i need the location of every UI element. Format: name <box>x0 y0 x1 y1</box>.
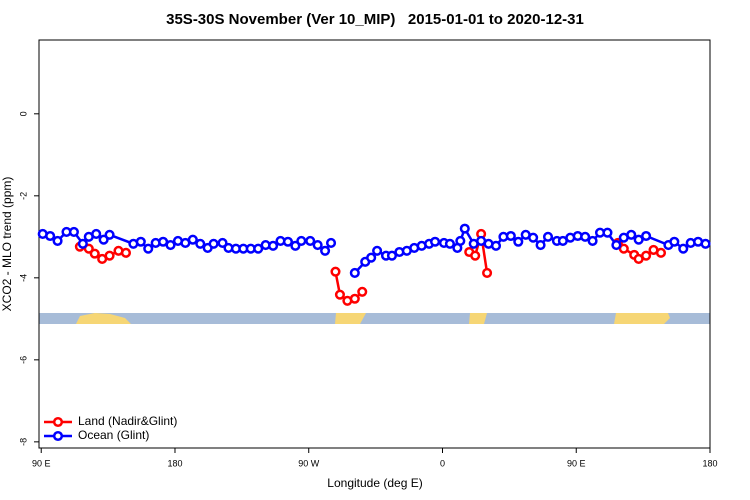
data-point <box>641 230 652 242</box>
data-point <box>669 236 680 247</box>
data-point <box>253 243 264 254</box>
x-axis-label: Longitude (deg E) <box>327 476 422 490</box>
data-point <box>349 267 360 278</box>
data-point <box>611 239 622 251</box>
data-point <box>330 266 341 277</box>
data-point <box>535 239 546 251</box>
y-tick-label: -8 <box>18 438 28 446</box>
data-point <box>120 247 131 258</box>
legend-marker <box>52 416 64 428</box>
data-point <box>143 243 154 254</box>
y-tick-label: 0 <box>18 111 28 116</box>
data-point <box>528 232 539 243</box>
data-point <box>320 245 331 256</box>
x-tick-label: 90 W <box>298 458 320 468</box>
data-point <box>104 250 115 261</box>
data-point <box>470 250 481 261</box>
data-point <box>626 229 637 240</box>
y-tick-label: -6 <box>18 356 28 364</box>
data-point <box>68 226 79 237</box>
data-point <box>602 227 613 238</box>
data-point <box>268 240 279 251</box>
land-ocean-strip <box>39 313 710 324</box>
data-point <box>305 235 316 246</box>
data-point <box>490 240 502 251</box>
data-point <box>542 231 554 242</box>
data-point <box>482 267 493 278</box>
x-tick-label: 90 E <box>32 458 51 468</box>
data-point <box>77 238 88 249</box>
data-point <box>444 238 455 249</box>
data-point <box>165 239 176 251</box>
data-point <box>430 236 441 247</box>
data-point <box>580 231 591 242</box>
data-point <box>349 293 360 304</box>
data-point <box>334 289 345 300</box>
data-point <box>386 250 398 261</box>
data-point <box>52 235 63 246</box>
data-point <box>357 286 368 297</box>
y-tick-label: -4 <box>18 274 28 282</box>
data-point <box>208 238 219 249</box>
legend-label: Land (Nadir&Glint) <box>78 414 177 428</box>
data-point <box>655 247 667 258</box>
data-point <box>104 229 115 240</box>
data-point <box>325 237 337 249</box>
data-point <box>513 236 524 247</box>
data-point <box>312 239 323 251</box>
y-axis-label: XCO2 - MLO trend (ppm) <box>0 177 14 312</box>
data-point <box>618 243 629 254</box>
data-point <box>195 238 206 249</box>
x-tick-label: 0 <box>440 458 445 468</box>
legend-label: Ocean (Glint) <box>78 428 149 442</box>
y-tick-label: -2 <box>18 192 28 200</box>
x-tick-label: 180 <box>167 458 182 468</box>
chart-title: 35S-30S November (Ver 10_MIP) 2015-01-01… <box>166 11 584 28</box>
data-point <box>91 228 102 240</box>
data-point <box>700 238 711 249</box>
data-point <box>505 230 516 242</box>
data-point <box>587 235 598 246</box>
data-point <box>372 245 383 256</box>
data-point <box>633 234 644 245</box>
data-point <box>296 235 307 246</box>
data-point <box>366 252 377 263</box>
data-point <box>135 236 146 247</box>
data-point <box>45 230 56 242</box>
data-point <box>641 250 652 261</box>
legend-marker <box>52 430 64 442</box>
data-point <box>89 248 100 259</box>
x-tick-label: 180 <box>702 458 717 468</box>
data-point <box>282 236 293 247</box>
data-point <box>187 234 198 245</box>
data-point <box>678 243 689 254</box>
x-tick-label: 90 E <box>567 458 586 468</box>
data-point <box>455 235 466 246</box>
data-point <box>459 223 470 234</box>
